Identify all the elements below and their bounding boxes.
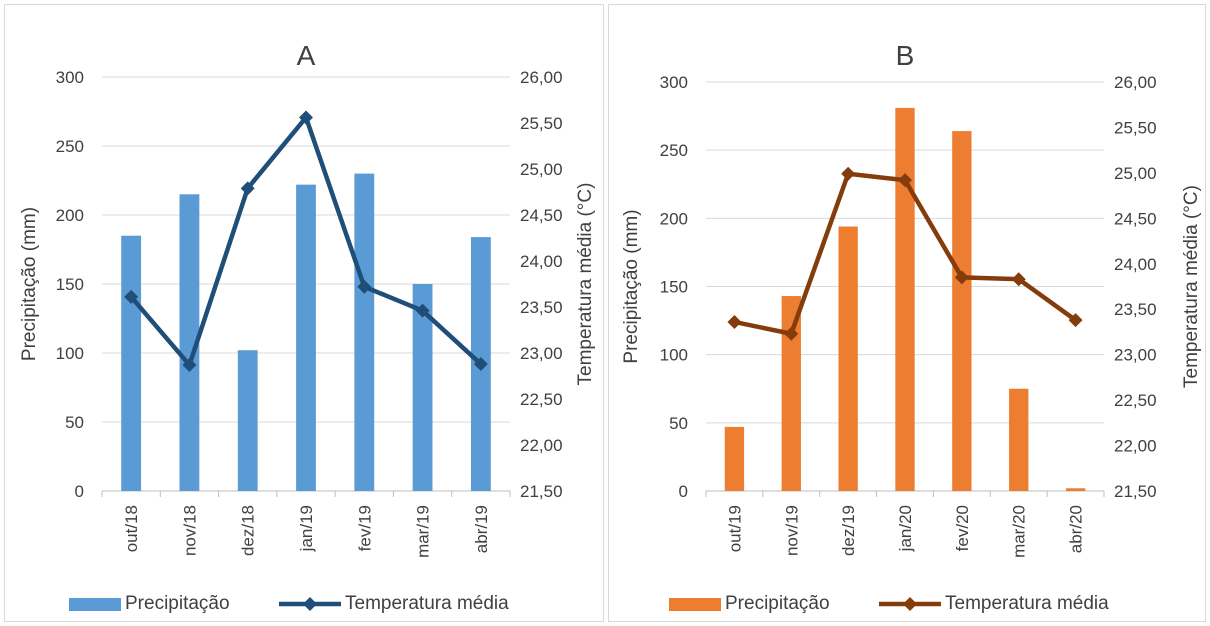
marker-temperatura-media <box>727 314 742 329</box>
y2-tick-label: 22,50 <box>520 390 563 409</box>
bar-precipitacao <box>1009 388 1029 491</box>
y-tick-label: 250 <box>660 141 688 160</box>
legend-swatch-marker <box>303 597 317 611</box>
bar-precipitacao <box>237 350 258 491</box>
y2-axis-label: Temperatura média (°C) <box>575 183 596 386</box>
y2-tick-label: 24,50 <box>1114 209 1157 228</box>
y2-tick-label: 25,50 <box>1114 118 1157 137</box>
chart-panel-a: A 0 50 100 150 200 250 300 21,50 22,00 22,50 23,00 2… <box>4 4 604 622</box>
chart-a-svg: A 0 50 100 150 200 250 300 21,50 22,00 22,50 23,00 2… <box>19 40 596 614</box>
bar-precipitacao <box>724 426 745 491</box>
y-tick-label: 100 <box>660 346 688 365</box>
y-tick-label: 0 <box>75 482 84 501</box>
x-tick-label: dez/19 <box>839 505 858 556</box>
bar-precipitacao <box>354 173 375 491</box>
y-tick-label: 200 <box>56 206 84 225</box>
chart-title: A <box>297 40 316 71</box>
y2-tick-label: 24,00 <box>520 252 563 271</box>
y2-tick-label: 25,00 <box>1114 164 1157 183</box>
y-axis-label: Precipitação (mm) <box>19 207 40 361</box>
marker-temperatura-media <box>954 270 969 285</box>
x-tick-label: jan/20 <box>896 505 915 552</box>
legend-label-precipitacao: Precipitação <box>725 593 830 614</box>
legend: Precipitação Temperatura média <box>669 593 1109 614</box>
x-tick-label: jan/19 <box>297 505 316 552</box>
x-tick-label: mar/20 <box>1010 505 1029 558</box>
marker-temperatura-media <box>1011 272 1026 287</box>
marker-temperatura-media <box>124 289 139 304</box>
bar-precipitacao <box>412 284 433 491</box>
bar-precipitacao <box>838 226 858 491</box>
x-tick-label: abr/20 <box>1067 505 1086 553</box>
marker-temperatura-media <box>299 110 313 125</box>
y2-tick-label: 24,00 <box>1114 255 1157 274</box>
y-tick-label: 50 <box>669 414 688 433</box>
marker-temperatura-media <box>1068 313 1083 328</box>
y-tick-label: 150 <box>56 275 84 294</box>
y2-tick-label: 26,00 <box>1114 73 1157 92</box>
marker-temperatura-media <box>898 173 912 188</box>
legend-label-temperatura: Temperatura média <box>945 593 1109 614</box>
chart-panel-b: B 0 50 100 150 200 250 300 21,50 22,00 22,50 23,00 2… <box>608 4 1206 622</box>
x-tick-label: nov/19 <box>782 505 801 556</box>
marker-temperatura-media <box>357 279 372 294</box>
marker-temperatura-media <box>473 357 488 372</box>
y2-tick-label: 23,00 <box>1114 346 1157 365</box>
bar-precipitacao <box>781 296 801 491</box>
y-tick-label: 250 <box>56 137 84 156</box>
y-tick-label: 200 <box>660 209 688 228</box>
y2-tick-label: 24,50 <box>520 206 563 225</box>
bar-precipitacao <box>1065 488 1086 491</box>
legend: Precipitação Temperatura média <box>69 593 509 614</box>
x-tick-label: fev/20 <box>953 505 972 551</box>
y2-tick-label: 23,50 <box>1114 300 1157 319</box>
bar-precipitacao <box>121 235 142 491</box>
bar-precipitacao <box>895 107 915 492</box>
chart-b-svg: B 0 50 100 150 200 250 300 21,50 22,00 22,50 23,00 2… <box>621 40 1202 614</box>
x-tick-label: fev/19 <box>355 505 374 551</box>
y-tick-label: 300 <box>56 68 84 87</box>
marker-temperatura-media <box>415 303 430 318</box>
y2-tick-label: 22,50 <box>1114 391 1157 410</box>
x-tick-label: dez/18 <box>239 505 258 556</box>
marker-temperatura-media <box>240 181 255 196</box>
y2-tick-label: 26,00 <box>520 68 563 87</box>
y-tick-label: 150 <box>660 278 688 297</box>
y-tick-label: 300 <box>660 73 688 92</box>
x-tick-label: nov/18 <box>180 505 199 556</box>
y-tick-label: 100 <box>56 344 84 363</box>
legend-label-precipitacao: Precipitação <box>125 593 230 614</box>
x-tick-label: mar/19 <box>414 505 433 558</box>
y2-tick-label: 25,50 <box>520 114 563 133</box>
y-axis-label: Precipitação (mm) <box>621 209 642 363</box>
marker-temperatura-media <box>841 166 856 181</box>
y2-tick-label: 22,00 <box>1114 437 1157 456</box>
y2-tick-label: 23,50 <box>520 298 563 317</box>
y-tick-label: 0 <box>679 482 688 501</box>
y2-tick-label: 21,50 <box>520 482 563 501</box>
x-tick-label: abr/19 <box>472 505 491 553</box>
y2-axis-label: Temperatura média (°C) <box>1181 185 1202 388</box>
chart-title: B <box>896 40 915 71</box>
bar-precipitacao <box>952 131 972 491</box>
bar-precipitacao <box>296 184 316 491</box>
y2-tick-label: 25,00 <box>520 160 563 179</box>
legend-swatch-precipitacao <box>69 598 121 611</box>
bar-precipitacao <box>179 194 200 492</box>
x-tick-label: out/18 <box>122 505 141 552</box>
y2-tick-label: 22,00 <box>520 436 563 455</box>
y-tick-label: 50 <box>65 413 84 432</box>
legend-swatch-precipitacao <box>669 598 721 611</box>
y2-tick-label: 23,00 <box>520 344 563 363</box>
marker-temperatura-media <box>784 326 799 341</box>
legend-label-temperatura: Temperatura média <box>345 593 509 614</box>
marker-temperatura-media <box>182 357 197 372</box>
legend-swatch-marker <box>903 597 917 611</box>
x-tick-label: out/19 <box>725 505 744 552</box>
y2-tick-label: 21,50 <box>1114 482 1157 501</box>
